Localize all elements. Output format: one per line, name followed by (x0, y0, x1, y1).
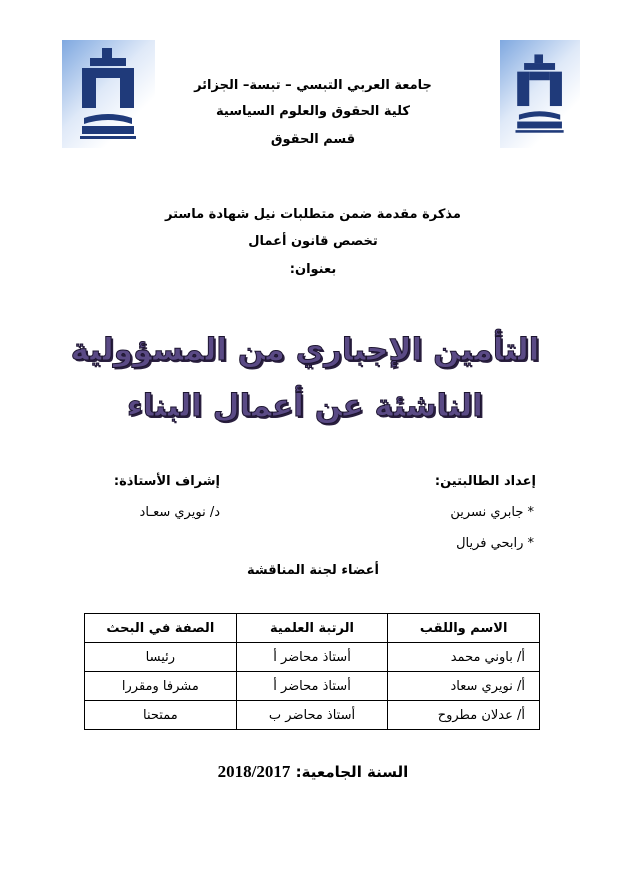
student-name-1: * جابري نسرين (450, 505, 534, 520)
academic-year-label: السنة الجامعية: (295, 763, 409, 781)
university-logo-right (500, 40, 580, 148)
member-name: أ/ باوني محمد (387, 642, 540, 672)
faculty-name: كلية الحقوق والعلوم السياسية (216, 104, 410, 119)
member-rank: أستاذ محاضر أ (235, 642, 389, 672)
title-label: بعنوان: (289, 262, 337, 277)
table-row: أ/ باوني محمد أستاذ محاضر أ رئيسا (84, 642, 540, 672)
member-role: رئيسا (84, 642, 237, 672)
member-rank: أستاذ محاضر أ (235, 671, 389, 701)
table-row: أ/ عدلان مطروح أستاذ محاضر ب ممتحنا (84, 700, 540, 730)
column-header-role: الصفة في البحث (84, 613, 237, 643)
member-role: مشرفا ومقررا (84, 671, 237, 701)
thesis-specialty: تخصص قانون أعمال (248, 234, 378, 249)
member-name: أ/ نويري سعاد (387, 671, 540, 701)
supervisor-name: د/ نويري سعـاد (139, 505, 220, 520)
member-rank: أستاذ محاضر ب (235, 700, 389, 730)
committee-table: الاسم واللقب الرتبة العلمية الصفة في الب… (84, 613, 540, 730)
academic-year-value: 2018/2017 (217, 762, 291, 781)
table-row: أ/ نويري سعاد أستاذ محاضر أ مشرفا ومقررا (84, 671, 540, 701)
thesis-title: التأمين الإجباري من المسؤولية الناشئة عن… (70, 332, 540, 425)
university-logo-left (62, 40, 155, 148)
thesis-purpose: مذكرة مقدمة ضمن متطلبات نيل شهادة ماستر (165, 207, 461, 222)
department-name: قسم الحقوق (270, 132, 356, 147)
member-name: أ/ عدلان مطروح (387, 700, 540, 730)
university-name: جامعة العربي التبسي – تبسة– الجزائر (194, 78, 432, 93)
supervisor-label: إشراف الأستاذة: (113, 474, 220, 489)
table-header-row: الاسم واللقب الرتبة العلمية الصفة في الب… (84, 613, 540, 643)
students-label: إعداد الطالبتين: (434, 474, 536, 489)
academic-year: السنة الجامعية: 2018/2017 (20, 762, 606, 782)
column-header-rank: الرتبة العلمية (235, 613, 389, 643)
member-role: ممتحنا (84, 700, 237, 730)
column-header-name: الاسم واللقب (387, 613, 540, 643)
student-name-2: * رابحي فريال (456, 536, 534, 551)
committee-heading: أعضاء لجنة المناقشة (246, 563, 380, 578)
